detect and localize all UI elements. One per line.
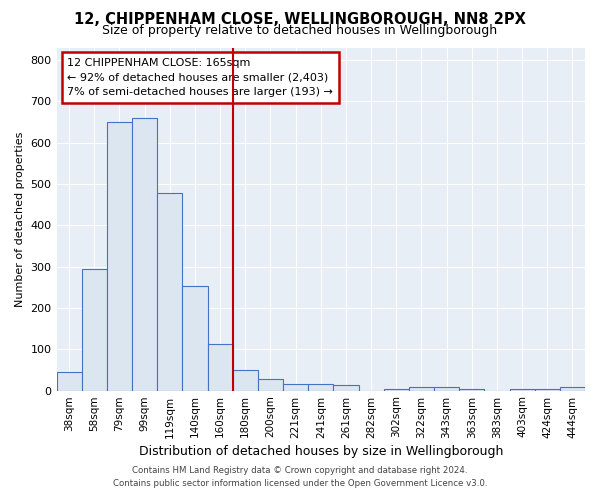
- Bar: [82, 270, 107, 390]
- Bar: [308, 384, 334, 390]
- Bar: [459, 388, 484, 390]
- Bar: [56, 372, 82, 390]
- Bar: [434, 388, 459, 390]
- Bar: [208, 344, 233, 391]
- Bar: [182, 286, 208, 391]
- Text: 12, CHIPPENHAM CLOSE, WELLINGBOROUGH, NN8 2PX: 12, CHIPPENHAM CLOSE, WELLINGBOROUGH, NN…: [74, 12, 526, 28]
- Bar: [157, 193, 182, 390]
- Text: Size of property relative to detached houses in Wellingborough: Size of property relative to detached ho…: [103, 24, 497, 37]
- Bar: [283, 384, 308, 390]
- Text: Contains HM Land Registry data © Crown copyright and database right 2024.
Contai: Contains HM Land Registry data © Crown c…: [113, 466, 487, 487]
- Bar: [409, 388, 434, 390]
- Bar: [233, 370, 258, 390]
- Bar: [383, 388, 409, 390]
- X-axis label: Distribution of detached houses by size in Wellingborough: Distribution of detached houses by size …: [139, 444, 503, 458]
- Bar: [509, 388, 535, 390]
- Y-axis label: Number of detached properties: Number of detached properties: [15, 132, 25, 306]
- Bar: [560, 388, 585, 390]
- Bar: [132, 118, 157, 390]
- Bar: [258, 379, 283, 390]
- Text: 12 CHIPPENHAM CLOSE: 165sqm
← 92% of detached houses are smaller (2,403)
7% of s: 12 CHIPPENHAM CLOSE: 165sqm ← 92% of det…: [67, 58, 333, 98]
- Bar: [334, 385, 359, 390]
- Bar: [107, 122, 132, 390]
